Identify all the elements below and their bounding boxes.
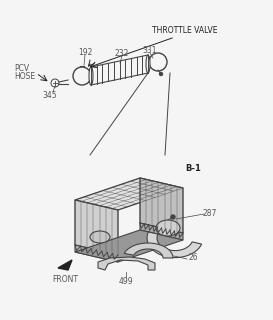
- Text: 26: 26: [188, 253, 198, 262]
- Text: 331: 331: [143, 45, 157, 54]
- Ellipse shape: [156, 220, 180, 236]
- Polygon shape: [58, 260, 72, 270]
- Text: 192: 192: [78, 47, 92, 57]
- Text: 345: 345: [43, 91, 57, 100]
- Polygon shape: [140, 223, 183, 240]
- Text: PCV: PCV: [14, 63, 29, 73]
- Polygon shape: [140, 178, 183, 233]
- Text: HOSE: HOSE: [14, 71, 35, 81]
- Text: FRONT: FRONT: [52, 276, 78, 284]
- Polygon shape: [75, 178, 183, 210]
- Ellipse shape: [90, 231, 110, 243]
- Text: 287: 287: [203, 209, 217, 218]
- Polygon shape: [75, 230, 183, 262]
- Polygon shape: [98, 257, 155, 270]
- Polygon shape: [124, 243, 173, 258]
- Polygon shape: [75, 200, 118, 255]
- Text: 232: 232: [115, 49, 129, 58]
- Text: B-1: B-1: [185, 164, 201, 172]
- Ellipse shape: [89, 67, 93, 85]
- Polygon shape: [147, 232, 202, 258]
- Circle shape: [171, 215, 175, 219]
- Text: 499: 499: [119, 276, 133, 285]
- Circle shape: [159, 73, 162, 76]
- Polygon shape: [75, 245, 118, 262]
- Text: THROTTLE VALVE: THROTTLE VALVE: [152, 26, 218, 35]
- Ellipse shape: [146, 55, 150, 73]
